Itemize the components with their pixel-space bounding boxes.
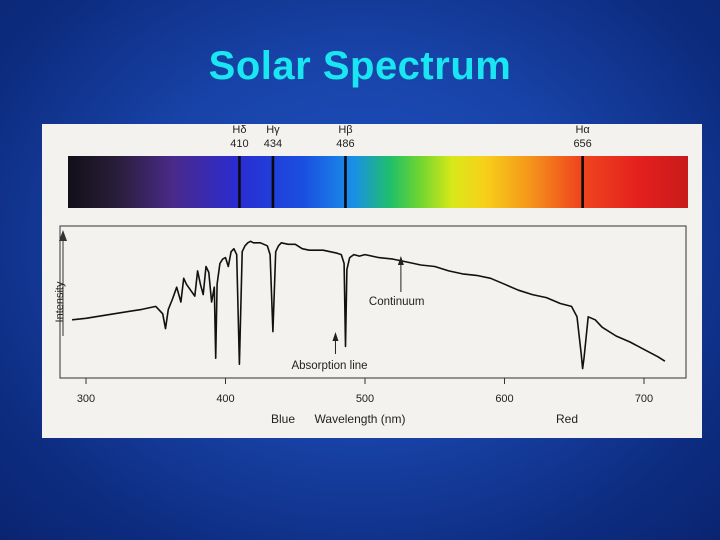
- plot-frame: [59, 225, 687, 379]
- x-axis-label: Wavelength (nm): [315, 412, 406, 426]
- spectral-line-wavelength-2: 486: [336, 138, 354, 150]
- spectral-line-3: [581, 156, 584, 208]
- spectral-line-0: [238, 156, 241, 208]
- absorption-label: Absorption line: [291, 360, 367, 372]
- spectrum-band: [68, 156, 688, 208]
- solar-spectrum-chart: Hδ 410 Hγ 434 Hβ 486 Hα 656 300 400 500 600 700 Con…: [54, 124, 688, 426]
- spectral-line-2: [344, 156, 347, 208]
- y-axis-label: Intensity: [54, 281, 66, 322]
- absorption-arrowhead: [332, 332, 339, 341]
- spectral-line-name-1: Hγ: [266, 124, 280, 136]
- x-tick-label-3: 600: [495, 393, 513, 405]
- y-axis-arrowhead: [59, 230, 67, 241]
- spectral-line-name-2: Hβ: [338, 124, 352, 136]
- x-tick-label-0: 300: [77, 393, 95, 405]
- continuum-arrowhead: [397, 256, 404, 265]
- continuum-label: Continuum: [369, 296, 425, 308]
- spectral-line-wavelength-0: 410: [230, 138, 248, 150]
- spectral-line-name-0: Hδ: [232, 124, 246, 136]
- spectral-line-1: [271, 156, 275, 208]
- red-end-label: Red: [556, 412, 578, 426]
- spectrum-figure: Hδ 410 Hγ 434 Hβ 486 Hα 656 300 400 500 600 700 Con…: [42, 124, 702, 438]
- x-tick-label-2: 500: [356, 393, 374, 405]
- spectral-line-wavelength-1: 434: [264, 138, 282, 150]
- intensity-curve: [72, 240, 666, 370]
- slide-title: Solar Spectrum: [208, 44, 512, 88]
- x-tick-label-1: 400: [216, 393, 234, 405]
- blue-end-label: Blue: [271, 412, 295, 426]
- x-tick-label-4: 700: [635, 393, 653, 405]
- spectral-line-wavelength-3: 656: [573, 138, 591, 150]
- spectral-line-name-3: Hα: [575, 124, 590, 136]
